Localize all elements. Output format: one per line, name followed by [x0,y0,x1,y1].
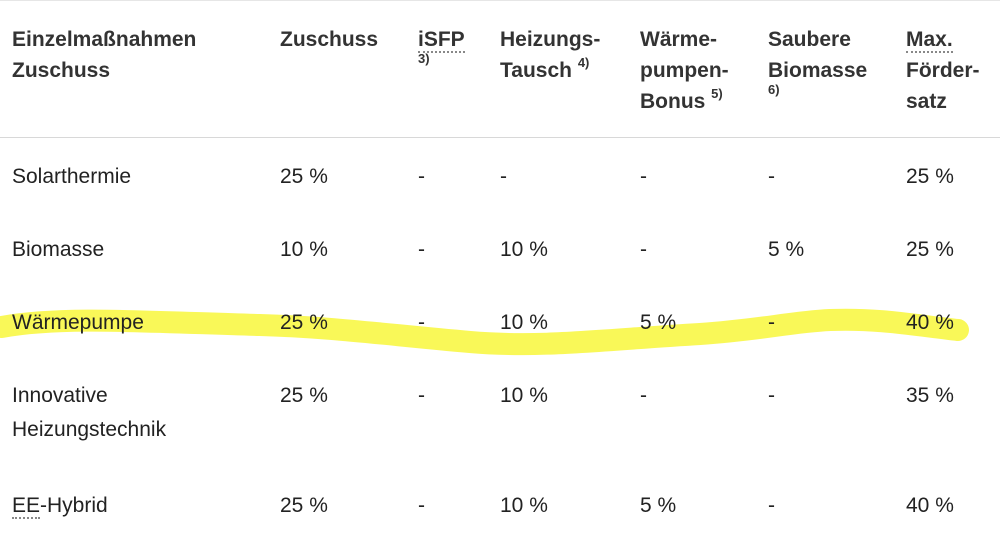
cell-max: 25 % [906,237,954,261]
cell-zuschuss: 10 % [280,237,328,261]
header-measure-line2: Zuschuss [12,59,111,82]
cell-wp-bonus: 5 % [640,493,677,517]
table-row-solarthermie: Solarthermie 25 % - - - - 25 % [0,138,1000,211]
footnote-ref-4[interactable]: 4) [577,55,590,70]
row-label: EE-Hybrid [0,467,270,540]
header-heizungstausch-line1: Heizungs- [500,28,601,51]
header-wp-bonus-line2: pumpen- [640,59,729,82]
cell-heizungstausch: 10 % [500,237,548,261]
row-label: Innovative Heizungstechnik [0,357,270,467]
cell-biomasse: - [768,310,775,334]
table-row-innovative-heizungstechnik: Innovative Heizungstechnik 25 % - 10 % -… [0,357,1000,467]
header-wp-bonus-line1: Wärme- [640,28,718,51]
cell-biomasse: 5 % [768,237,805,261]
header-biomasse-line1: Saubere [768,28,851,51]
cell-wp-bonus: - [640,165,647,188]
row-label-rest: -Hybrid [40,493,108,517]
row-label: Biomasse [12,237,105,261]
cell-max: 40 % [906,310,954,334]
cell-heizungstausch: 10 % [500,493,548,517]
cell-wp-bonus: - [640,237,647,261]
cell-heizungstausch: 10 % [500,310,548,334]
table-row-waermepumpe: Wärmepumpe 25 % - 10 % 5 % - 40 % [0,284,1000,357]
cell-isfp: - [418,493,425,517]
header-waermepumpen-bonus: Wärme- pumpen- Bonus 5) [630,0,758,138]
header-saubere-biomasse: Saubere Biomasse 6) [758,0,896,138]
row-label: Wärmepumpe [12,310,144,334]
ee-abbr[interactable]: EE [12,493,41,519]
header-measure-line1: Einzelmaßnahmen [12,28,197,51]
cell-biomasse: - [768,383,775,407]
header-zuschuss: Zuschuss [270,0,408,138]
cell-heizungstausch: 10 % [500,383,548,407]
header-heizungstausch: Heizungs- Tausch 4) [490,0,630,138]
cell-isfp: - [418,310,425,334]
footnote-ref-5[interactable]: 5) [711,86,723,101]
header-max-line3: satz [906,90,947,113]
cell-max: 35 % [906,383,954,407]
cell-wp-bonus: - [640,383,647,407]
cell-wp-bonus: 5 % [640,310,677,334]
table-header-row: Einzelmaßnahmen Zuschuss Zuschuss iSFP 3… [0,0,1000,138]
cell-isfp: - [418,383,425,407]
header-isfp-abbr[interactable]: iSFP [418,28,465,53]
table-row-biomasse: Biomasse 10 % - 10 % - 5 % 25 % [0,211,1000,284]
row-label-line2: Heizungstechnik [12,417,167,441]
cell-heizungstausch: - [500,165,507,188]
header-biomasse-line2: Biomasse [768,59,868,82]
cell-isfp: - [418,165,425,188]
header-heizungstausch-line2: Tausch [500,59,572,82]
header-zuschuss-label: Zuschuss [280,28,379,51]
cell-biomasse: - [768,165,775,188]
cell-max: 40 % [906,493,954,517]
header-measure: Einzelmaßnahmen Zuschuss [0,0,270,138]
cell-isfp: - [418,237,425,261]
header-max-line2: Förder- [906,59,980,82]
cell-zuschuss: 25 % [280,310,328,334]
table-row-ee-hybrid: EE-Hybrid 25 % - 10 % 5 % - 40 % [0,467,1000,540]
header-max-abbr[interactable]: Max. [906,28,953,53]
header-wp-bonus-line3: Bonus [640,90,706,113]
row-label: Solarthermie [12,165,132,188]
header-max-foerdersatz: Max. Förder- satz [896,0,1000,138]
cell-zuschuss: 25 % [280,383,328,407]
footnote-ref-6[interactable]: 6) [768,82,780,97]
footnote-ref-3[interactable]: 3) [418,51,430,66]
header-isfp[interactable]: iSFP 3) [408,0,490,138]
cell-max: 25 % [906,165,954,188]
cell-zuschuss: 25 % [280,493,328,517]
cell-zuschuss: 25 % [280,165,328,188]
cell-biomasse: - [768,493,775,517]
row-label-line1: Innovative [12,383,108,407]
